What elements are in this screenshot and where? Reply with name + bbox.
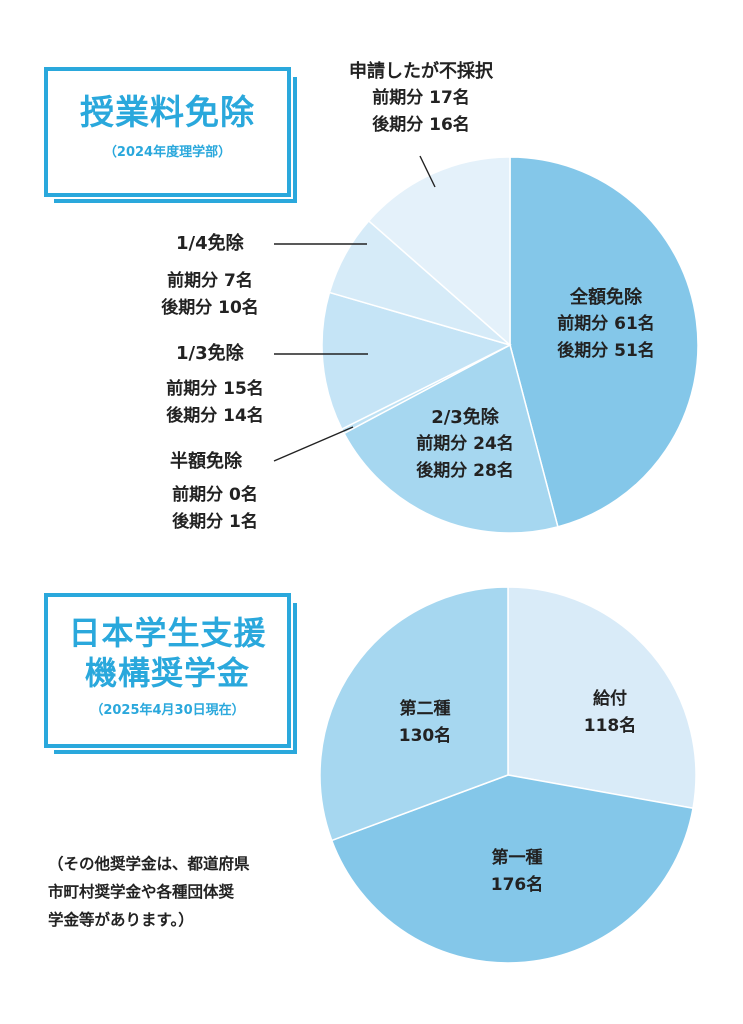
label-half-name: 半額免除	[170, 451, 242, 472]
label-type1: 第一種 176名	[462, 845, 572, 899]
fee-waiver-subtitle: （2024年度理学部）	[103, 145, 232, 160]
fee-waiver-slice-3	[321, 291, 513, 431]
fee-waiver-slice-5	[367, 156, 511, 347]
label-two-thirds-second: 後期分 28名	[416, 461, 514, 481]
jasso-title-line2: 機構奨学金	[84, 654, 250, 692]
label-half-second: 後期分 1名	[172, 512, 258, 532]
label-full-name: 全額免除	[570, 287, 642, 308]
label-two-thirds: 2/3免除 前期分 24名 後期分 28名	[395, 404, 535, 485]
label-type1-count: 176名	[490, 875, 544, 895]
label-rejected-first: 前期分 17名	[372, 88, 470, 108]
label-kyufu-count: 118名	[583, 716, 637, 736]
fee-waiver-slice-0	[509, 156, 699, 528]
leader-line-half	[273, 426, 354, 462]
label-half-name-wrap: 半額免除	[170, 448, 270, 475]
label-type2-name: 第二種	[399, 699, 451, 719]
label-two-thirds-name: 2/3免除	[431, 407, 499, 428]
jasso-subtitle: （2025年4月30日現在）	[90, 703, 245, 718]
label-type2: 第二種 130名	[370, 696, 480, 750]
label-quarter-name-wrap: 1/4免除	[176, 230, 276, 257]
label-full-second: 後期分 51名	[557, 341, 655, 361]
fee-waiver-title: 授業料免除	[80, 93, 255, 133]
note-line-2: 市町村奨学金や各種団体奨	[48, 883, 235, 901]
fee-waiver-pie	[321, 156, 699, 534]
label-kyufu: 給付 118名	[560, 686, 660, 740]
label-rejected: 申請したが不採択 前期分 17名 後期分 16名	[318, 58, 524, 139]
jasso-slice-2	[319, 586, 509, 842]
label-two-thirds-first: 前期分 24名	[416, 434, 514, 454]
label-quarter-name: 1/4免除	[176, 233, 244, 254]
fee-waiver-slice-1	[343, 343, 559, 534]
label-kyufu-name: 給付	[593, 689, 627, 709]
note-line-1: （その他奨学金は、都道府県	[48, 855, 250, 873]
label-rejected-name: 申請したが不採択	[349, 61, 493, 82]
label-full: 全額免除 前期分 61名 後期分 51名	[536, 284, 676, 365]
label-type2-count: 130名	[398, 726, 452, 746]
label-full-first: 前期分 61名	[557, 314, 655, 334]
note-line-3: 学金等があります。）	[48, 911, 194, 929]
other-scholarships-note: （その他奨学金は、都道府県 市町村奨学金や各種団体奨 学金等があります。）	[48, 850, 308, 934]
jasso-slice-1	[330, 774, 694, 964]
jasso-pie	[319, 586, 697, 964]
leader-lines	[273, 155, 436, 462]
label-third-name: 1/3免除	[176, 343, 244, 364]
jasso-slice-0	[507, 586, 697, 810]
fee-waiver-title-box: 授業料免除 （2024年度理学部）	[44, 67, 297, 203]
jasso-title-line1: 日本学生支援	[68, 614, 267, 652]
label-third-first: 前期分 15名	[166, 379, 264, 399]
jasso-title-box: 日本学生支援 機構奨学金 （2025年4月30日現在）	[44, 593, 297, 754]
label-quarter-first: 前期分 7名	[167, 271, 253, 291]
label-third-second: 後期分 14名	[166, 406, 264, 426]
label-rejected-second: 後期分 16名	[372, 115, 470, 135]
label-third: 前期分 15名 後期分 14名	[150, 376, 280, 430]
label-half: 前期分 0名 後期分 1名	[150, 482, 280, 536]
label-type1-name: 第一種	[491, 848, 543, 868]
label-third-name-wrap: 1/3免除	[176, 340, 276, 367]
label-quarter: 前期分 7名 後期分 10名	[150, 268, 270, 322]
label-quarter-second: 後期分 10名	[161, 298, 259, 318]
leader-line-rejected	[419, 155, 436, 188]
label-half-first: 前期分 0名	[172, 485, 258, 505]
